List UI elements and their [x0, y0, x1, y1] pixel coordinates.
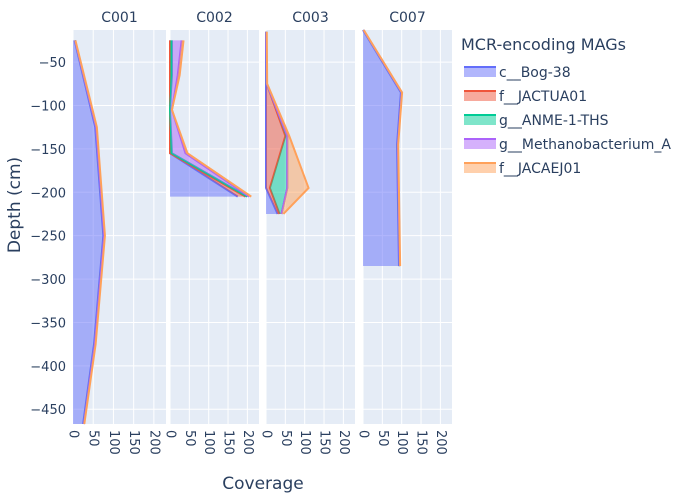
x-tick-label: 200 — [146, 430, 161, 455]
x-tick-label: 150 — [126, 430, 141, 455]
area-f-jacaej01 — [266, 31, 309, 214]
x-tick-label: 50 — [86, 430, 101, 447]
y-tick-label: −50 — [39, 56, 66, 71]
legend-swatch — [464, 67, 496, 77]
x-tick-label: 150 — [317, 430, 332, 455]
area-c-bog-38 — [266, 31, 278, 214]
y-tick-label: −150 — [30, 143, 66, 158]
facet-c001 — [73, 40, 106, 425]
line-f-jacaej01 — [362, 29, 404, 267]
y-tick-label: −400 — [30, 360, 66, 375]
x-tick-label: 100 — [394, 430, 409, 455]
y-tick-label: −350 — [30, 316, 66, 331]
line-f-jacaej01 — [74, 40, 106, 425]
legend-label: f__JACAEJ01 — [499, 161, 581, 177]
legend-swatch — [464, 91, 496, 101]
y-tick-label: −450 — [30, 403, 66, 418]
x-tick-label: 200 — [240, 430, 255, 455]
y-tick-label: −300 — [30, 273, 66, 288]
plot-background — [266, 30, 355, 424]
y-axis-title: Depth (cm) — [5, 157, 25, 253]
x-tick-label: 100 — [106, 430, 121, 455]
legend-label: g__Methanobacterium_A — [499, 137, 671, 153]
facet-title: C003 — [292, 10, 329, 26]
facet-c007 — [362, 29, 404, 267]
legend: MCR-encoding MAGs c__Bog-38 f__JACTUA01 g__… — [461, 35, 671, 177]
facet-c003 — [265, 31, 310, 215]
x-tick-label: 150 — [414, 430, 429, 455]
x-tick-label: 200 — [336, 430, 351, 455]
y-tick-label: −100 — [30, 100, 66, 115]
y-tick-label: −250 — [30, 230, 66, 245]
legend-label: g__ANME-1-THS — [499, 113, 609, 129]
x-tick-label: 0 — [163, 430, 178, 438]
area-f-jactua01 — [266, 31, 286, 214]
x-tick-label: 0 — [66, 430, 81, 438]
legend-label: f__JACTUA01 — [499, 89, 587, 105]
x-tick-label: 150 — [221, 430, 236, 455]
x-tick-label: 0 — [356, 430, 371, 438]
legend-title: MCR-encoding MAGs — [461, 35, 626, 54]
facet-title: C007 — [389, 10, 426, 26]
legend-swatch — [464, 139, 496, 149]
facet-title: C001 — [101, 10, 138, 26]
x-tick-label: 100 — [201, 430, 216, 455]
line-f-jacaej01 — [170, 40, 252, 198]
area-c-bog-38 — [170, 40, 238, 197]
facet-title: C002 — [196, 10, 233, 26]
legend-label: c__Bog-38 — [499, 65, 571, 81]
line-f-jacaej01 — [265, 31, 310, 215]
facet-c002 — [168, 40, 252, 198]
area-g-methanobacterium-a — [170, 40, 250, 197]
x-axis-title: Coverage — [222, 474, 303, 494]
y-tick-label: −200 — [30, 186, 66, 201]
x-tick-label: 50 — [375, 430, 390, 447]
legend-swatch — [464, 115, 496, 125]
x-tick-label: 100 — [297, 430, 312, 455]
area-g-anme-1-ths — [266, 31, 288, 214]
x-tick-label: 0 — [259, 430, 274, 438]
legend-swatch — [464, 163, 496, 173]
area-c-bog-38 — [363, 30, 401, 267]
x-tick-label: 50 — [278, 430, 293, 447]
x-tick-label: 200 — [433, 430, 448, 455]
x-tick-label: 50 — [182, 430, 197, 447]
plot-background — [170, 30, 259, 424]
